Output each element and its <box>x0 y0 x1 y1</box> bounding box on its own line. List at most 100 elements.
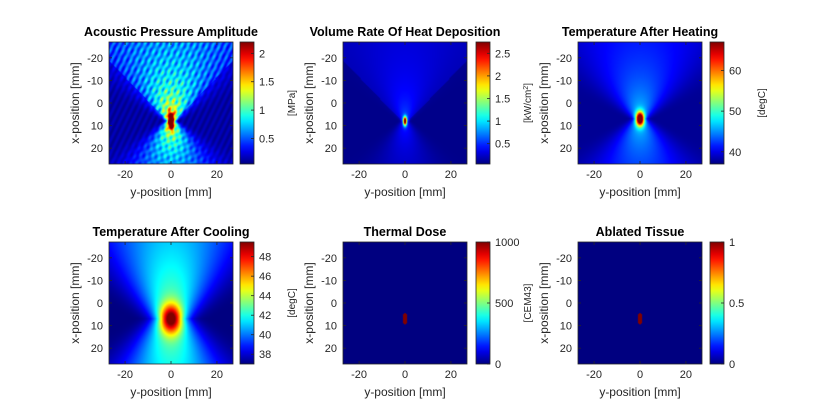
y-axis-label: x-position [mm] <box>68 262 82 343</box>
x-tick-label: 20 <box>445 169 457 181</box>
panel-1: Acoustic Pressure Amplitude-20 0 20-20-100… <box>68 25 298 199</box>
colorbar-tick-label: 0 <box>495 359 501 371</box>
panel-title: Temperature After Cooling <box>93 225 250 239</box>
colorbar-label: [degC] <box>757 88 768 118</box>
y-tick-label: 20 <box>91 343 103 355</box>
colorbar-tick-label: 0 <box>729 359 735 371</box>
x-axis-label: y-position [mm] <box>130 385 211 399</box>
panel-title: Temperature After Heating <box>562 25 718 39</box>
y-tick-label: 0 <box>97 298 103 310</box>
colorbar-gradient <box>240 42 254 164</box>
x-tick-label: 20 <box>680 169 692 181</box>
heatmap-image <box>343 42 467 164</box>
x-tick-label: 0 <box>637 369 643 381</box>
y-tick-label: 10 <box>560 121 572 133</box>
y-tick-label: 10 <box>325 121 337 133</box>
colorbar-label: [kW/cm2] <box>523 83 535 123</box>
colorbar-tick-label: 60 <box>729 65 741 77</box>
colorbar: 38 40 42 44 46 48 [degC] <box>240 242 298 364</box>
colorbar-tick-label: 2.5 <box>495 48 510 60</box>
colorbar: 0.5 1 1.5 2 [MPa] <box>240 42 298 164</box>
heatmap-image <box>578 242 702 364</box>
y-tick-label: 10 <box>560 321 572 333</box>
colorbar: 40 50 60 [degC] <box>710 42 768 164</box>
colorbar-tick-label: 1 <box>729 237 735 249</box>
y-tick-label: 20 <box>560 143 572 155</box>
colorbar-tick-label: 38 <box>259 349 271 361</box>
y-tick-label: 20 <box>325 343 337 355</box>
x-tick-label: 0 <box>637 169 643 181</box>
colorbar-tick-label: 0.5 <box>259 133 274 145</box>
colorbar-gradient <box>240 242 254 364</box>
y-axis-label: x-position [mm] <box>68 62 82 143</box>
colorbar-tick-label: 0.5 <box>729 298 744 310</box>
colorbar-label: [degC] <box>287 288 298 318</box>
colorbar-label: [MPa] <box>287 90 298 116</box>
panel-title: Ablated Tissue <box>596 225 685 239</box>
y-tick-label: 0 <box>331 298 337 310</box>
y-tick-label: -10 <box>321 75 337 87</box>
panel-2: Volume Rate Of Heat Deposition-20 0 20-20-… <box>302 25 534 199</box>
colorbar-tick-label: 500 <box>495 298 513 310</box>
y-tick-label: -20 <box>556 53 572 65</box>
y-tick-label: 20 <box>325 143 337 155</box>
x-tick-label: -20 <box>351 369 367 381</box>
y-tick-label: -20 <box>321 253 337 265</box>
x-axis-label: y-position [mm] <box>130 185 211 199</box>
heatmap-image <box>109 42 233 164</box>
colorbar-tick-label: 0.5 <box>495 139 510 151</box>
colorbar-tick-label: 1.5 <box>259 77 274 89</box>
x-axis-label: y-position [mm] <box>364 385 445 399</box>
y-axis-label: x-position [mm] <box>537 62 551 143</box>
y-tick-label: -20 <box>556 253 572 265</box>
panel-title: Acoustic Pressure Amplitude <box>84 25 258 39</box>
y-tick-label: -10 <box>556 275 572 287</box>
colorbar-tick-label: 50 <box>729 106 741 118</box>
heatmap-image <box>343 242 467 364</box>
x-tick-label: 20 <box>680 369 692 381</box>
panel-5: Thermal Dose-20 0 20-20-1001020y-position … <box>302 225 534 399</box>
colorbar-gradient <box>476 42 490 164</box>
colorbar-gradient <box>710 42 724 164</box>
colorbar: 00.51 <box>710 237 744 371</box>
panel-title: Volume Rate Of Heat Deposition <box>310 25 501 39</box>
x-tick-label: 20 <box>211 169 223 181</box>
panel-3: Temperature After Heating -20 0 20 -20 -10 0 10… <box>537 25 768 199</box>
colorbar-tick-label: 1.5 <box>495 93 510 105</box>
y-axis-label: x-position [mm] <box>302 262 316 343</box>
y-tick-label: 10 <box>325 321 337 333</box>
colorbar-tick-label: 48 <box>259 252 271 264</box>
colorbar-tick-label: 1 <box>495 116 501 128</box>
y-tick-label: -20 <box>87 253 103 265</box>
x-tick-label: 0 <box>168 169 174 181</box>
x-tick-label: -20 <box>351 169 367 181</box>
colorbar-tick-label: 2 <box>495 71 501 83</box>
x-tick-label: 20 <box>211 369 223 381</box>
colorbar-tick-label: 46 <box>259 271 271 283</box>
panel-4: Temperature After Cooling -20 0 20 -20 -10 0 10… <box>68 225 298 399</box>
y-tick-label: -10 <box>87 275 103 287</box>
x-tick-label: -20 <box>586 369 602 381</box>
y-tick-label: -10 <box>87 75 103 87</box>
y-axis-label: x-position [mm] <box>302 62 316 143</box>
x-tick-label: 0 <box>402 169 408 181</box>
x-tick-label: -20 <box>117 369 133 381</box>
y-tick-label: 20 <box>91 143 103 155</box>
colorbar: 0 500 1000 [CEM43] <box>476 237 534 371</box>
x-axis-label: y-position [mm] <box>364 185 445 199</box>
x-axis-label: y-position [mm] <box>599 385 680 399</box>
y-tick-label: -10 <box>556 75 572 87</box>
y-tick-label: -10 <box>321 275 337 287</box>
y-tick-label: 20 <box>560 343 572 355</box>
x-tick-label: 0 <box>402 369 408 381</box>
colorbar: 0.5 1 1.5 2 2.5 [kW/cm2] <box>476 42 534 164</box>
y-tick-label: 0 <box>566 98 572 110</box>
y-tick-label: -20 <box>87 53 103 65</box>
colorbar-tick-label: 1 <box>259 105 265 117</box>
y-axis-label: x-position [mm] <box>537 262 551 343</box>
colorbar-tick-label: 42 <box>259 310 271 322</box>
y-tick-label: 10 <box>91 321 103 333</box>
y-tick-label: 0 <box>331 98 337 110</box>
panel-title: Thermal Dose <box>364 225 447 239</box>
